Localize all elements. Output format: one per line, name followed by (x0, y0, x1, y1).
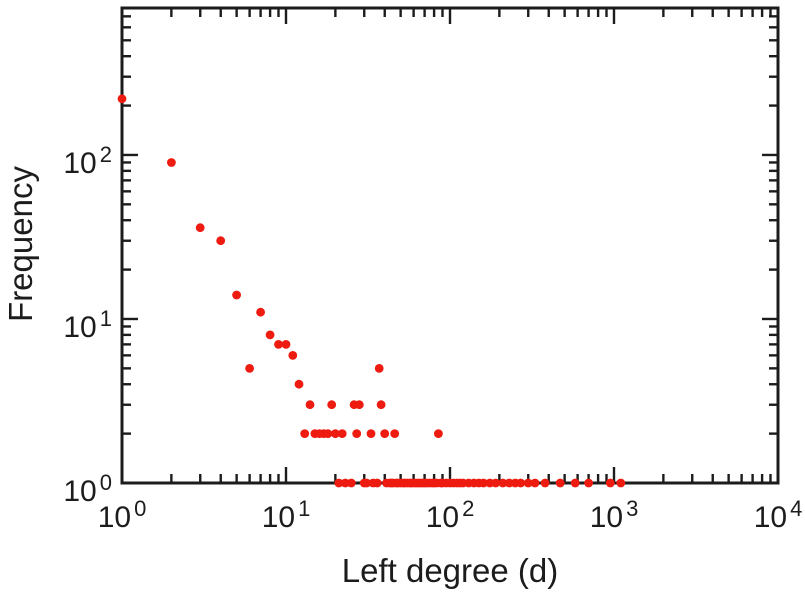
data-point (491, 478, 501, 488)
data-point (216, 236, 226, 246)
data-point (305, 400, 315, 410)
data-point (334, 478, 344, 488)
y-tick-label: 10 0 (63, 470, 112, 508)
data-point (232, 290, 242, 300)
data-point (479, 478, 488, 488)
data-points (117, 94, 626, 488)
data-point (540, 478, 550, 488)
plot-frame (120, 6, 780, 485)
data-point (498, 478, 508, 488)
data-point (346, 478, 356, 488)
data-point (256, 307, 265, 317)
x-tick-label: 10 1 (261, 496, 311, 534)
data-point (288, 351, 298, 360)
data-point (530, 478, 540, 488)
data-point (390, 429, 400, 438)
data-point (195, 223, 205, 233)
data-point (300, 429, 310, 438)
data-point (366, 429, 376, 438)
data-point (374, 364, 384, 373)
data-point (323, 429, 333, 438)
data-point (362, 478, 371, 488)
y-tick-label: 10 2 (63, 141, 112, 180)
data-point (245, 364, 255, 373)
data-point (584, 478, 593, 488)
data-point (265, 330, 275, 340)
data-point (354, 400, 364, 410)
data-point (380, 429, 390, 438)
data-point (523, 478, 533, 488)
data-point (376, 400, 386, 410)
data-point (570, 478, 580, 488)
data-point (372, 478, 382, 488)
x-tick-label: 10 0 (97, 496, 147, 534)
data-point (605, 478, 615, 488)
data-point (352, 429, 362, 438)
data-point (337, 429, 347, 438)
data-point (331, 429, 340, 438)
data-point (274, 340, 283, 349)
data-point (616, 478, 626, 488)
y-axis-title: Frequency (2, 166, 39, 322)
axis-ticks (120, 8, 780, 485)
data-point (434, 429, 443, 438)
data-point (327, 400, 337, 410)
x-tick-label: 10 2 (425, 496, 475, 534)
data-point (167, 158, 176, 167)
x-tick-label: 10 4 (753, 496, 803, 534)
data-point (281, 340, 291, 349)
data-point (117, 94, 127, 104)
x-axis-title: Left degree (d) (341, 552, 559, 589)
data-point (294, 379, 304, 389)
data-point (555, 478, 565, 488)
y-tick-label: 10 1 (63, 305, 112, 344)
data-point (516, 478, 526, 488)
x-tick-label: 10 3 (589, 496, 639, 534)
